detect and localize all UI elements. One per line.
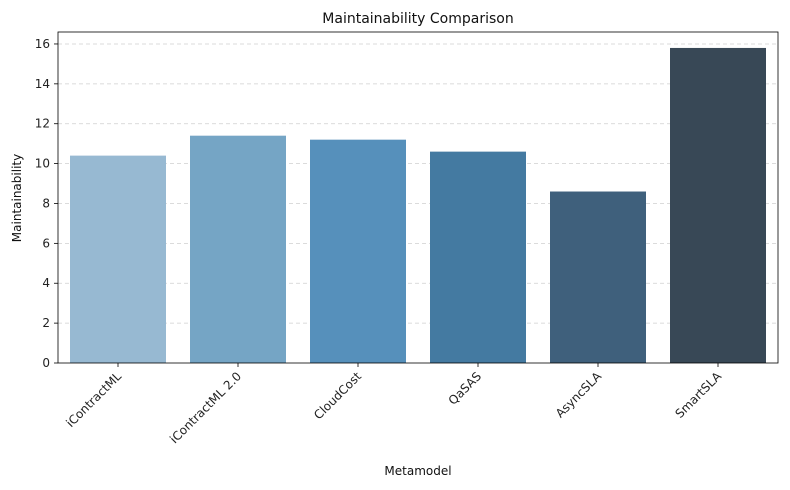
bars [70,47,766,363]
x-tick-label: iContractML 2.0 [167,369,244,446]
x-tick-label: QaSAS [446,369,485,408]
grid-lines [58,43,778,324]
y-tick-label: 4 [42,276,50,290]
bar-icontractml-2-0 [190,135,286,363]
plot-frame [57,31,779,364]
chart-title: Maintainability Comparison [322,11,513,27]
x-ticks: iContractML iContractML 2.0 CloudCost QaSAS… [63,363,725,446]
y-tick-label: 6 [42,236,50,250]
bar-icontractml [70,155,166,363]
x-tick-label: iContractML [63,369,124,430]
bar-smartsla [670,47,766,363]
y-tick-label: 0 [42,356,50,370]
x-axis-label: Metamodel [384,464,451,478]
bar-qasas [430,151,526,363]
bar-cloudcost [310,139,406,363]
bar-asyncsla [550,191,646,363]
axes [57,31,779,364]
y-axis-label: Maintainability [10,154,24,242]
y-tick-label: 10 [35,157,50,171]
y-tick-label: 14 [35,77,50,91]
x-tick-label: AsyncSLA [553,369,605,421]
y-tick-label: 16 [35,37,50,51]
y-tick-label: 8 [42,196,50,210]
x-tick-label: SmartSLA [672,369,724,421]
x-tick-label: CloudCost [311,369,364,422]
y-ticks: 0 2 4 6 8 10 12 14 16 [35,37,58,370]
y-tick-label: 12 [35,117,50,131]
y-tick-label: 2 [42,316,50,330]
